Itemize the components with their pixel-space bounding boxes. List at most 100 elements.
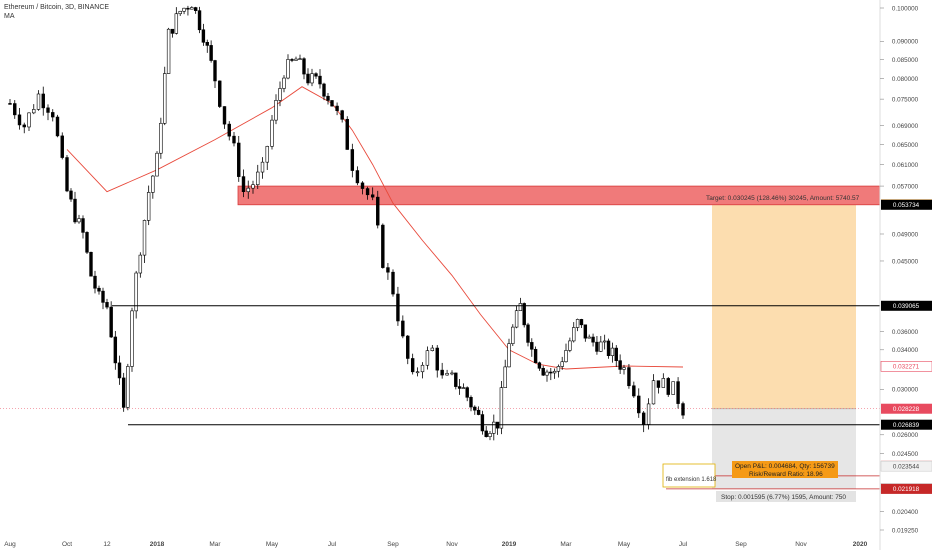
candle-body	[572, 327, 576, 342]
candle-body	[294, 58, 298, 61]
candle-body	[113, 336, 118, 364]
zone-layer	[0, 185, 881, 490]
pnl-label: Open P&L: 0.004684, Qty: 156739	[735, 463, 835, 470]
candle-body	[360, 182, 365, 189]
candle-body	[182, 7, 186, 12]
candle-body	[197, 10, 202, 31]
candle-body	[126, 366, 130, 408]
target-area	[712, 204, 856, 409]
candle-body	[286, 59, 290, 79]
candle-body	[476, 409, 481, 415]
candle-body	[81, 218, 85, 233]
x-tick-label: 2019	[502, 541, 517, 548]
candle-body	[142, 220, 147, 256]
candle-body	[155, 152, 159, 177]
price-badges-layer: 0.0537890.0537340.0390650.0322710.028228…	[880, 199, 932, 494]
candle-body	[560, 361, 564, 367]
candle-body	[401, 320, 405, 337]
y-tick-label: 0.045000	[892, 258, 919, 265]
candle-body	[661, 378, 666, 388]
candle-body	[386, 267, 390, 273]
y-tick-label: 0.080000	[892, 76, 919, 83]
ma-line	[66, 86, 684, 370]
candle-body	[676, 381, 680, 404]
candle-body	[370, 194, 375, 198]
x-tick-label: Jul	[679, 541, 688, 548]
y-tick-label: 0.090000	[892, 39, 919, 46]
candle-body	[302, 58, 306, 75]
y-tick-label: 0.061000	[892, 162, 919, 169]
candle-body	[22, 124, 26, 128]
candle-body	[599, 341, 603, 352]
candle-body	[454, 372, 458, 387]
candle-body	[178, 10, 182, 15]
candle-body	[568, 340, 572, 351]
candles-layer	[8, 5, 685, 441]
candle-body	[646, 403, 651, 425]
x-tick-label: Sep	[387, 541, 399, 548]
x-tick-label: 12	[103, 541, 111, 548]
candle-body	[579, 319, 584, 326]
y-tick-label: 0.030000	[892, 387, 919, 394]
candle-body	[627, 367, 631, 387]
candle-body	[622, 367, 626, 370]
candle-body	[530, 342, 534, 350]
candle-body	[77, 218, 81, 223]
candle-body	[420, 364, 425, 373]
candle-body	[575, 319, 580, 328]
candle-body	[85, 232, 89, 253]
candle-body	[166, 28, 171, 74]
candle-body	[583, 324, 588, 339]
candle-body	[36, 93, 41, 110]
price-badge-label: 0.039065	[893, 303, 920, 310]
chart-title: Ethereum / Bitcoin, 3D, BINANCE	[4, 4, 110, 11]
candle-body	[209, 45, 213, 61]
candle-body	[355, 170, 360, 184]
candle-body	[146, 192, 151, 221]
candle-body	[350, 149, 355, 171]
axes-layer: 0.100000 0.090000 0.085000 0.080000 0.075000…	[4, 5, 918, 548]
position-labels-layer: Target: 0.030245 (128.46%) 30245, Amount…	[662, 195, 860, 502]
pnl-box	[732, 461, 838, 478]
y-tick-label: 0.036000	[892, 329, 919, 336]
candle-body	[637, 395, 641, 414]
candle-body	[391, 271, 395, 295]
candle-body	[73, 198, 77, 223]
candle-body	[484, 430, 488, 437]
candle-body	[17, 114, 22, 126]
y-tick-label: 0.069000	[892, 123, 919, 130]
candle-body	[159, 122, 163, 154]
candle-body	[101, 290, 105, 303]
candle-body	[461, 387, 466, 389]
candle-body	[298, 58, 302, 60]
candle-body	[318, 75, 322, 85]
y-tick-label: 0.065000	[892, 142, 919, 149]
y-tick-label: 0.085000	[892, 57, 919, 64]
candle-body	[430, 347, 435, 351]
x-tick-label: 2018	[150, 541, 165, 548]
candle-body	[326, 95, 330, 101]
candle-body	[511, 326, 515, 344]
price-badge	[881, 199, 932, 210]
candle-body	[492, 421, 496, 434]
candle-body	[435, 347, 439, 371]
candle-body	[587, 336, 591, 339]
candle-body	[93, 275, 97, 289]
candle-body	[32, 109, 36, 114]
candle-body	[282, 77, 286, 89]
x-tick-label: Jul	[328, 541, 337, 548]
candle-body	[480, 414, 485, 432]
price-badge-label: 0.028228	[893, 406, 920, 413]
candle-body	[13, 103, 17, 116]
candle-body	[507, 343, 511, 368]
y-tick-label: 0.057000	[892, 183, 919, 190]
candle-body	[105, 302, 109, 308]
y-tick-label: 0.024500	[892, 451, 919, 458]
candle-body	[602, 340, 607, 343]
candle-body	[138, 254, 143, 274]
candle-body	[265, 146, 269, 163]
price-badge	[881, 483, 932, 494]
candle-body	[121, 377, 126, 408]
candle-body	[381, 224, 385, 268]
